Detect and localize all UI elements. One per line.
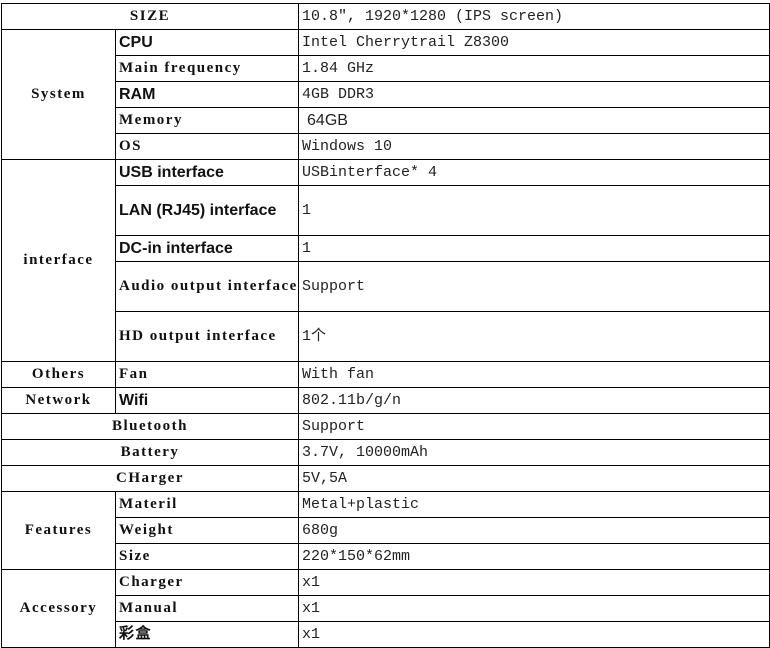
fan-label: Fan (114, 361, 300, 388)
table-row: Size 220*150*62mm (2, 543, 770, 570)
table-row: Weight 680g (2, 517, 770, 544)
acc-charger-value: x1 (298, 569, 770, 596)
audio-label: Audio output interface (114, 261, 300, 312)
table-row: interface USB interface USBinterface* 4 (1, 159, 770, 362)
usb-value: USBinterface* 4 (298, 159, 770, 186)
table-row: Memory 64GB (2, 107, 770, 134)
table-row: LAN (RJ45) interface 1 (2, 185, 770, 236)
bluetooth-value: Support (298, 413, 770, 440)
table-row: Main frequency 1.84 GHz (2, 55, 770, 82)
os-label: OS (114, 133, 300, 160)
box-value: x1 (298, 621, 770, 648)
freq-label: Main frequency (114, 55, 300, 82)
cpu-value: Intel Cherrytrail Z8300 (298, 29, 770, 56)
table-row: Accessory Charger x1 (1, 569, 770, 648)
table-row: Battery 3.7V, 10000mAh (0, 439, 770, 466)
fan-value: With fan (298, 361, 770, 388)
bluetooth-label: Bluetooth (0, 413, 300, 440)
dc-value: 1 (298, 235, 770, 262)
wifi-label: Wifi (114, 387, 300, 414)
hd-value: 1个 (298, 311, 770, 362)
ram-value: 4GB DDR3 (298, 81, 770, 108)
manual-value: x1 (298, 595, 770, 622)
acc-charger-label: Charger (114, 569, 300, 596)
table-row: Features Materil Metal+plastic (1, 491, 770, 570)
cpu-label: CPU (114, 29, 300, 56)
table-row: 彩盒 x1 (2, 621, 770, 648)
material-value: Metal+plastic (298, 491, 770, 518)
os-value: Windows 10 (298, 133, 770, 160)
memory-value: 64GB (298, 107, 770, 134)
dc-label: DC-in interface (114, 235, 300, 262)
box-label: 彩盒 (114, 621, 300, 648)
table-row: RAM 4GB DDR3 (2, 81, 770, 108)
size-label: SIZE (0, 3, 300, 30)
group-interface: interface (1, 159, 116, 362)
material-label: Materil (114, 491, 300, 518)
manual-label: Manual (114, 595, 300, 622)
battery-value: 3.7V, 10000mAh (298, 439, 770, 466)
table-row: HD output interface 1个 (2, 311, 770, 362)
table-row: Network Wifi 802.11b/g/n (1, 387, 770, 414)
lan-value: 1 (298, 185, 770, 236)
table-row: Manual x1 (2, 595, 770, 622)
lan-label: LAN (RJ45) interface (114, 185, 300, 236)
charger-label: CHarger (0, 465, 300, 492)
spec-table: SIZE 10.8″, 1920*1280 (IPS screen) Syste… (0, 3, 770, 648)
table-row: System CPU Intel Cherrytrail Z8300 (1, 29, 770, 160)
table-row: DC-in interface 1 (2, 235, 770, 262)
size-value: 10.8″, 1920*1280 (IPS screen) (298, 3, 770, 30)
charger-value: 5V,5A (298, 465, 770, 492)
wifi-value: 802.11b/g/n (298, 387, 770, 414)
freq-value: 1.84 GHz (298, 55, 770, 82)
memory-label: Memory (114, 107, 300, 134)
table-row: OS Windows 10 (2, 133, 770, 160)
table-row: CHarger 5V,5A (0, 465, 770, 492)
group-accessory: Accessory (1, 569, 116, 648)
table-row: Others Fan With fan (1, 361, 770, 388)
battery-label: Battery (0, 439, 300, 466)
weight-label: Weight (114, 517, 300, 544)
dimensions-label: Size (114, 543, 300, 570)
audio-value: Support (298, 261, 770, 312)
table-row: SIZE 10.8″, 1920*1280 (IPS screen) (0, 3, 770, 30)
group-system: System (1, 29, 116, 160)
table-row: Bluetooth Support (0, 413, 770, 440)
dimensions-value: 220*150*62mm (298, 543, 770, 570)
hd-label: HD output interface (114, 311, 300, 362)
weight-value: 680g (298, 517, 770, 544)
ram-label: RAM (114, 81, 300, 108)
group-network: Network (1, 387, 116, 414)
usb-label: USB interface (114, 159, 300, 186)
table-row: Audio output interface Support (2, 261, 770, 312)
group-features: Features (1, 491, 116, 570)
group-others: Others (1, 361, 116, 388)
